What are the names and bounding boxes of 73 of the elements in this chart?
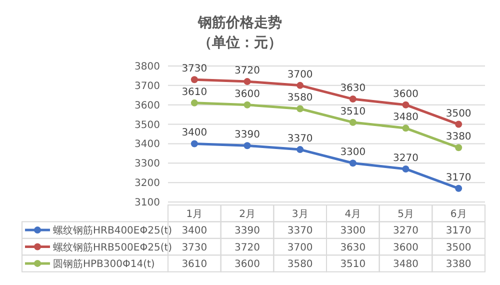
point [349, 118, 356, 126]
annotation: 3600 [393, 88, 418, 100]
point [402, 124, 410, 132]
y-tick-label: 3100 [134, 198, 160, 208]
legend-label: 螺纹钢筋HRB400EΦ25(t) [53, 224, 172, 237]
x-tick-label: 5月 [398, 209, 414, 220]
chart-subtitle: （单位：元） [198, 35, 282, 51]
annotation: 3480 [393, 112, 418, 124]
point [296, 105, 304, 112]
data-label: 3510 [340, 259, 366, 270]
data-label: 3630 [340, 242, 366, 254]
data-label: 3480 [393, 259, 418, 270]
point [244, 78, 251, 86]
annotation: 3500 [446, 108, 472, 120]
point [190, 140, 198, 148]
annotation: 3720 [234, 66, 260, 77]
data-label: 3270 [393, 226, 418, 237]
y-tick-label: 3600 [134, 100, 160, 112]
point [349, 96, 356, 103]
x-tick-label: 4月 [344, 209, 362, 220]
y-tick-label: 3700 [134, 80, 160, 92]
annotation: 3630 [340, 83, 366, 94]
point [455, 184, 462, 192]
data-label: 3390 [234, 226, 260, 237]
x-tick-label: 2月 [239, 209, 256, 220]
annotation: 3400 [182, 128, 208, 139]
legend-label: 圆钢筋HPB300Φ14(t) [53, 258, 155, 270]
data-label: 3700 [287, 242, 313, 254]
data-label: 3610 [182, 259, 208, 270]
point [296, 146, 304, 154]
point [296, 82, 304, 89]
annotation: 3300 [340, 147, 366, 158]
point [190, 76, 198, 84]
annotation: 3700 [287, 69, 313, 80]
data-label: 3170 [446, 226, 472, 237]
chart-title: 钢筋价格走势 [197, 15, 282, 31]
annotation: 3270 [393, 152, 418, 164]
point [402, 165, 410, 172]
data-label: 3600 [234, 259, 260, 270]
y-tick-label: 3500 [134, 120, 160, 131]
data-label: 3370 [287, 226, 313, 237]
y-tick-label: 3300 [134, 158, 160, 170]
data-label: 3300 [340, 226, 366, 237]
data-label: 3730 [182, 242, 208, 254]
point [455, 144, 462, 152]
y-tick-label: 3200 [134, 178, 160, 190]
annotation: 3170 [446, 172, 472, 184]
point [190, 99, 198, 106]
point [244, 142, 251, 150]
point [455, 120, 462, 128]
point [402, 101, 410, 108]
annotation: 3730 [182, 64, 208, 75]
data-label: 3720 [234, 242, 260, 254]
legend-label: 螺纹钢筋HRB500EΦ25(t) [53, 241, 172, 254]
data-label: 3500 [446, 242, 472, 254]
x-tick-label: 1月 [186, 209, 203, 220]
data-label: 3380 [446, 259, 472, 270]
annotation: 3380 [446, 132, 472, 143]
annotation: 3610 [182, 86, 208, 98]
data-label: 3400 [182, 226, 208, 237]
annotation: 3510 [340, 106, 366, 118]
x-tick-label: 3月 [292, 209, 308, 220]
x-tick-label: 6月 [450, 209, 467, 220]
point [349, 160, 356, 167]
annotation: 3390 [234, 130, 260, 141]
annotation: 3580 [287, 92, 313, 104]
annotation: 3600 [234, 88, 260, 100]
data-label: 3580 [287, 259, 313, 270]
annotation: 3370 [287, 134, 313, 145]
y-tick-label: 3400 [134, 139, 160, 150]
y-tick-label: 3800 [134, 62, 160, 72]
data-label: 3600 [393, 242, 418, 254]
point [244, 101, 251, 108]
